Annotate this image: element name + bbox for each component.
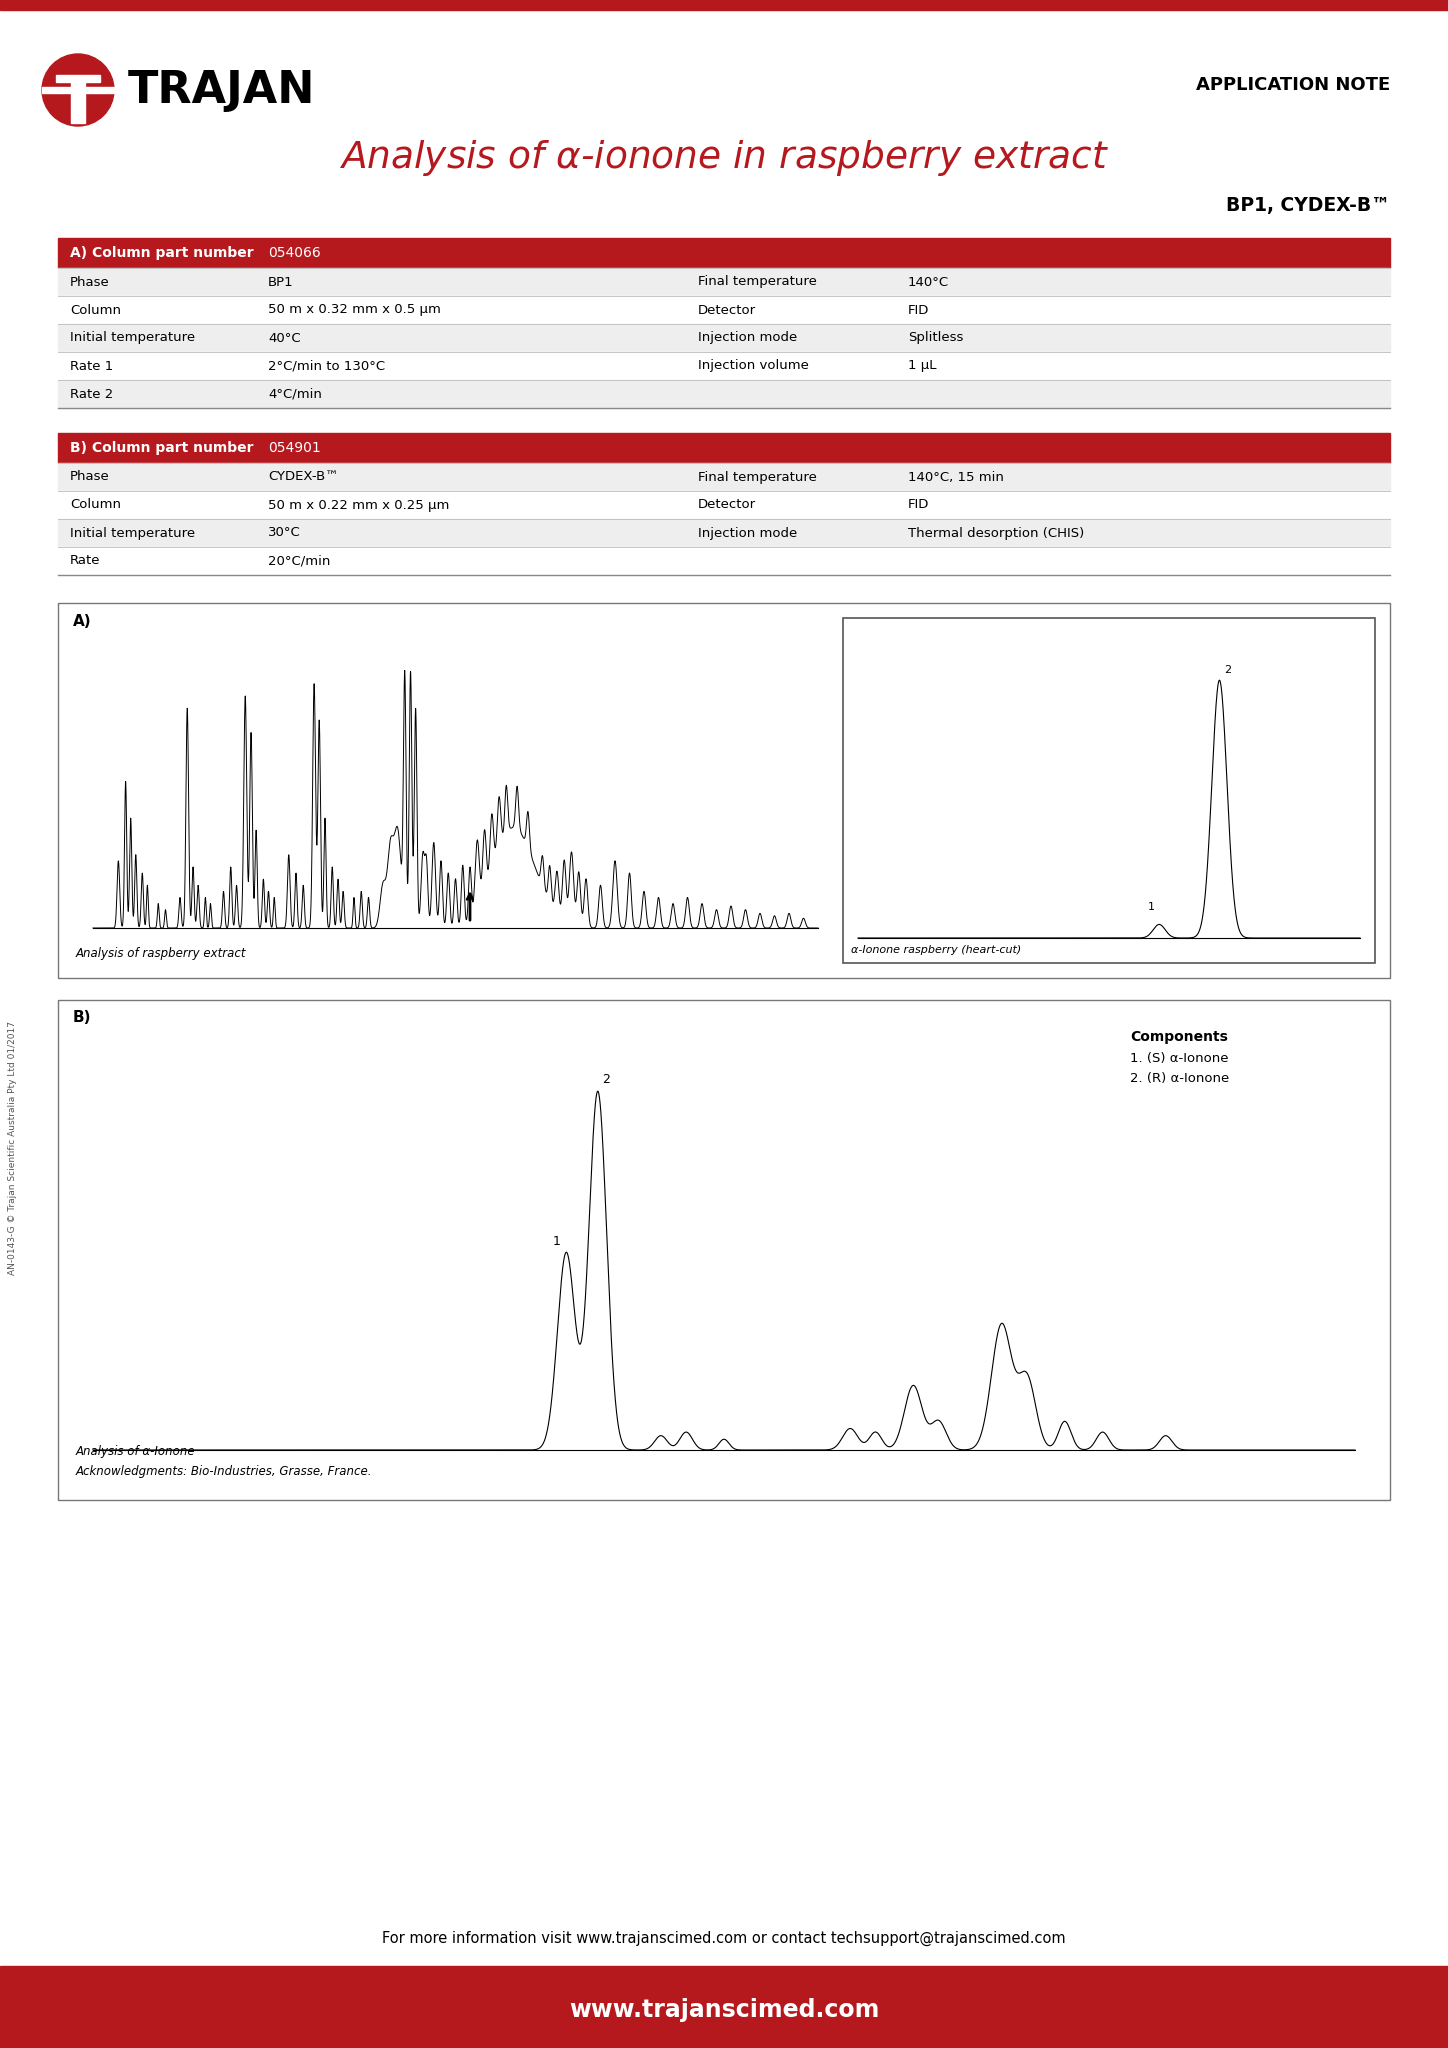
Text: Analysis of raspberry extract: Analysis of raspberry extract — [75, 946, 246, 961]
Text: Rate 2: Rate 2 — [70, 387, 113, 401]
Text: 40°C: 40°C — [268, 332, 301, 344]
Text: Final temperature: Final temperature — [698, 276, 817, 289]
Text: 4°C/min: 4°C/min — [268, 387, 321, 401]
Text: A) Column part number: A) Column part number — [70, 246, 253, 260]
Text: 054901: 054901 — [268, 440, 321, 455]
Text: Injection mode: Injection mode — [698, 332, 798, 344]
Text: 1: 1 — [552, 1235, 560, 1247]
Wedge shape — [42, 53, 114, 90]
Text: 30°C: 30°C — [268, 526, 301, 539]
Text: Analysis of $\alpha$-ionone in raspberry extract: Analysis of $\alpha$-ionone in raspberry… — [339, 137, 1109, 178]
Text: AN-0143-G © Trajan Scientific Australia Pty Ltd 01/2017: AN-0143-G © Trajan Scientific Australia … — [9, 1022, 17, 1276]
Text: FID: FID — [908, 498, 930, 512]
Text: 2°C/min to 130°C: 2°C/min to 130°C — [268, 360, 385, 373]
Text: Final temperature: Final temperature — [698, 471, 817, 483]
Text: Components: Components — [1129, 1030, 1228, 1044]
Text: Injection volume: Injection volume — [698, 360, 809, 373]
Text: 054066: 054066 — [268, 246, 321, 260]
Text: 1. (S) α-Ionone: 1. (S) α-Ionone — [1129, 1053, 1228, 1065]
Text: B): B) — [72, 1010, 91, 1026]
Text: Thermal desorption (CHIS): Thermal desorption (CHIS) — [908, 526, 1085, 539]
Text: 1 μL: 1 μL — [908, 360, 937, 373]
Text: 2. (R) α-Ionone: 2. (R) α-Ionone — [1129, 1071, 1229, 1085]
Text: BP1: BP1 — [268, 276, 294, 289]
Text: For more information visit www.trajanscimed.com or contact techsupport@trajansci: For more information visit www.trajansci… — [382, 1931, 1066, 1946]
Bar — [58, 324, 1390, 352]
Bar — [42, 86, 114, 92]
Text: Splitless: Splitless — [908, 332, 963, 344]
Text: 140°C: 140°C — [908, 276, 948, 289]
Text: Analysis of α-Ionone: Analysis of α-Ionone — [75, 1446, 195, 1458]
Text: 1: 1 — [1148, 903, 1154, 913]
Text: Initial temperature: Initial temperature — [70, 332, 195, 344]
Bar — [0, 0, 1448, 10]
Text: 50 m x 0.22 mm x 0.25 μm: 50 m x 0.22 mm x 0.25 μm — [268, 498, 449, 512]
Text: 140°C, 15 min: 140°C, 15 min — [908, 471, 1003, 483]
Text: Detector: Detector — [698, 498, 756, 512]
Text: BP1, CYDEX-B™: BP1, CYDEX-B™ — [1226, 195, 1390, 215]
Text: B) Column part number: B) Column part number — [70, 440, 253, 455]
Text: α-Ionone raspberry (heart-cut): α-Ionone raspberry (heart-cut) — [851, 944, 1021, 954]
Text: Column: Column — [70, 303, 122, 317]
Text: Acknowledgments: Bio-Industries, Grasse, France.: Acknowledgments: Bio-Industries, Grasse,… — [75, 1464, 372, 1479]
Text: Rate 1: Rate 1 — [70, 360, 113, 373]
Wedge shape — [42, 90, 114, 127]
Bar — [71, 82, 85, 123]
Bar — [0, 1966, 1448, 2048]
Text: www.trajanscimed.com: www.trajanscimed.com — [569, 1999, 879, 2021]
Text: Injection mode: Injection mode — [698, 526, 798, 539]
Bar — [58, 381, 1390, 408]
Text: CYDEX-B™: CYDEX-B™ — [268, 471, 339, 483]
Text: APPLICATION NOTE: APPLICATION NOTE — [1196, 76, 1390, 94]
Bar — [58, 602, 1390, 979]
Text: 2: 2 — [1224, 666, 1231, 676]
Text: Detector: Detector — [698, 303, 756, 317]
Bar — [58, 518, 1390, 547]
Bar — [843, 618, 1376, 963]
Text: 20°C/min: 20°C/min — [268, 555, 330, 567]
Bar — [58, 352, 1390, 381]
Text: Column: Column — [70, 498, 122, 512]
Text: Phase: Phase — [70, 471, 110, 483]
Bar — [58, 492, 1390, 518]
Text: Phase: Phase — [70, 276, 110, 289]
Bar — [58, 238, 1390, 268]
Bar — [56, 76, 100, 82]
Text: TRAJAN: TRAJAN — [127, 68, 316, 111]
Text: Initial temperature: Initial temperature — [70, 526, 195, 539]
Bar — [58, 297, 1390, 324]
Bar — [58, 432, 1390, 463]
Text: Rate: Rate — [70, 555, 100, 567]
Text: A): A) — [72, 614, 91, 629]
Bar — [58, 268, 1390, 297]
Bar — [58, 463, 1390, 492]
Text: 2: 2 — [602, 1073, 610, 1085]
Text: 50 m x 0.32 mm x 0.5 μm: 50 m x 0.32 mm x 0.5 μm — [268, 303, 440, 317]
Bar — [58, 999, 1390, 1499]
Text: FID: FID — [908, 303, 930, 317]
Bar — [58, 547, 1390, 575]
